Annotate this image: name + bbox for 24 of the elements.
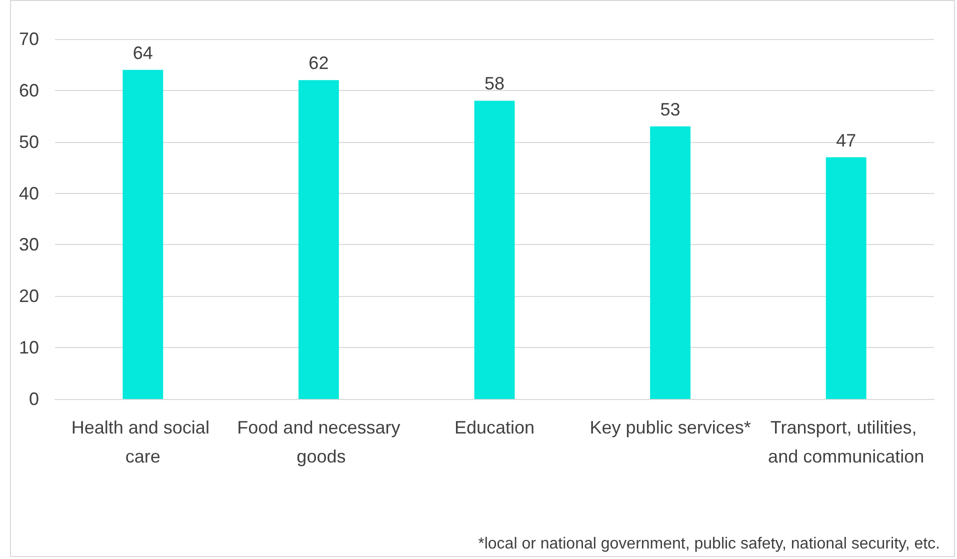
y-tick-label: 30 [18, 234, 39, 255]
x-tick-label: Health and social care [71, 418, 214, 466]
data-label: 47 [836, 130, 856, 150]
data-label: 58 [484, 74, 505, 94]
y-tick-label: 0 [28, 389, 39, 409]
bar [474, 100, 515, 399]
y-tick-label: 50 [18, 132, 39, 152]
y-tick-label: 70 [18, 29, 39, 49]
data-label: 64 [132, 42, 153, 63]
x-tick-label: Transport, utilities, and communication [768, 418, 924, 466]
data-label: 53 [660, 99, 680, 120]
x-tick-label: Education [454, 418, 535, 438]
bar [650, 126, 691, 399]
x-tick-label: Food and necessary goods [237, 418, 400, 466]
y-tick-label: 20 [18, 286, 39, 306]
y-tick-label: 60 [18, 80, 39, 100]
y-tick-label: 40 [18, 183, 39, 204]
text: *local or national government, public safety, national security, etc. [478, 536, 940, 552]
bar [298, 80, 339, 399]
y-tick-label: 10 [18, 338, 39, 358]
bar [122, 70, 164, 399]
bar [826, 157, 866, 399]
x-tick-label: Key public services* [590, 418, 751, 438]
data-label: 62 [308, 53, 329, 74]
